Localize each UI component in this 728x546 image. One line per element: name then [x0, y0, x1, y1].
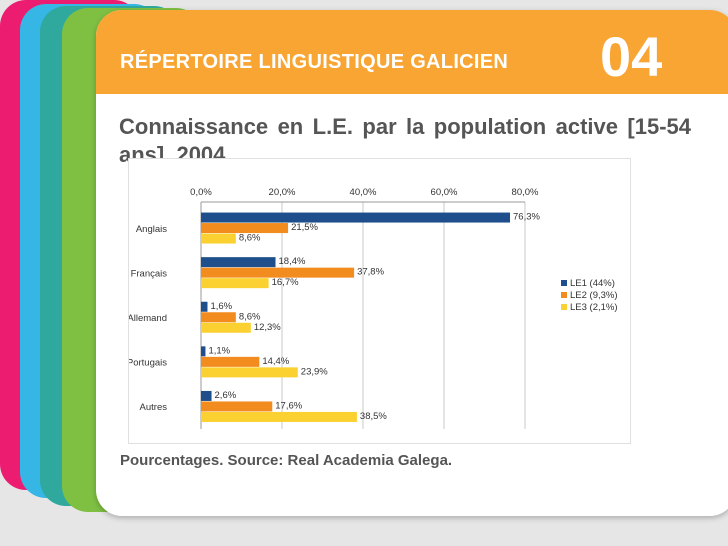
bar-2 [201, 356, 260, 367]
data-label: 21,5% [291, 222, 318, 233]
data-label: 1,6% [210, 301, 232, 312]
data-label: 8,6% [239, 233, 261, 244]
category-label: Allemand [129, 313, 167, 324]
bar-2 [201, 312, 236, 323]
bar-2 [201, 223, 289, 234]
legend-label: LE2 (9,3%) [570, 290, 618, 301]
data-label: 14,4% [262, 356, 289, 367]
category-label: Portugais [129, 358, 167, 369]
bar-3 [201, 278, 269, 289]
chart-container: 0,0% 20,0% 40,0% 60,0% 80,0% Anglais 76,3% 21,5… [127, 158, 631, 444]
slide-number: 04 [600, 25, 663, 88]
x-tick-label: 0,0% [190, 187, 212, 198]
data-label: 12,3% [254, 322, 281, 333]
x-tick-label: 80,0% [512, 187, 539, 198]
data-label: 17,6% [275, 400, 302, 411]
category-label: Autres [140, 402, 168, 413]
bar-chart: 0,0% 20,0% 40,0% 60,0% 80,0% Anglais 76,3% 21,5… [127, 187, 618, 429]
slide-header [96, 10, 728, 94]
legend-swatch [561, 280, 567, 286]
data-label: 8,6% [239, 311, 261, 322]
bar-2 [201, 267, 355, 278]
bar-1 [201, 390, 212, 401]
x-tick-label: 40,0% [350, 187, 377, 198]
bar-3 [201, 322, 251, 333]
source-note: Pourcentages. Source: Real Academia Gale… [120, 452, 453, 469]
bar-1 [201, 257, 276, 268]
bar-1 [201, 346, 206, 357]
legend-label: LE3 (2,1%) [570, 302, 618, 313]
bar-3 [201, 411, 357, 422]
category-label: Français [131, 268, 168, 279]
x-tick-label: 60,0% [431, 187, 458, 198]
data-label: 76,3% [513, 212, 540, 223]
data-label: 23,9% [301, 366, 328, 377]
bar-1 [201, 301, 208, 312]
bar-3 [201, 233, 236, 244]
legend-label: LE1 (44%) [570, 278, 615, 289]
slide-title: RÉPERTOIRE LINGUISTIQUE GALICIEN [120, 51, 509, 73]
bar-2 [201, 401, 273, 412]
category-label: Anglais [136, 224, 167, 235]
data-label: 18,4% [279, 256, 306, 267]
data-label: 1,1% [208, 345, 230, 356]
data-label: 16,7% [272, 277, 299, 288]
bar-3 [201, 367, 298, 378]
legend-swatch [561, 292, 567, 298]
data-label: 38,5% [360, 411, 387, 422]
data-label: 37,8% [357, 267, 384, 278]
bar-1 [201, 212, 511, 223]
legend-swatch [561, 304, 567, 310]
x-tick-label: 20,0% [269, 187, 296, 198]
data-label: 2,6% [215, 390, 237, 401]
